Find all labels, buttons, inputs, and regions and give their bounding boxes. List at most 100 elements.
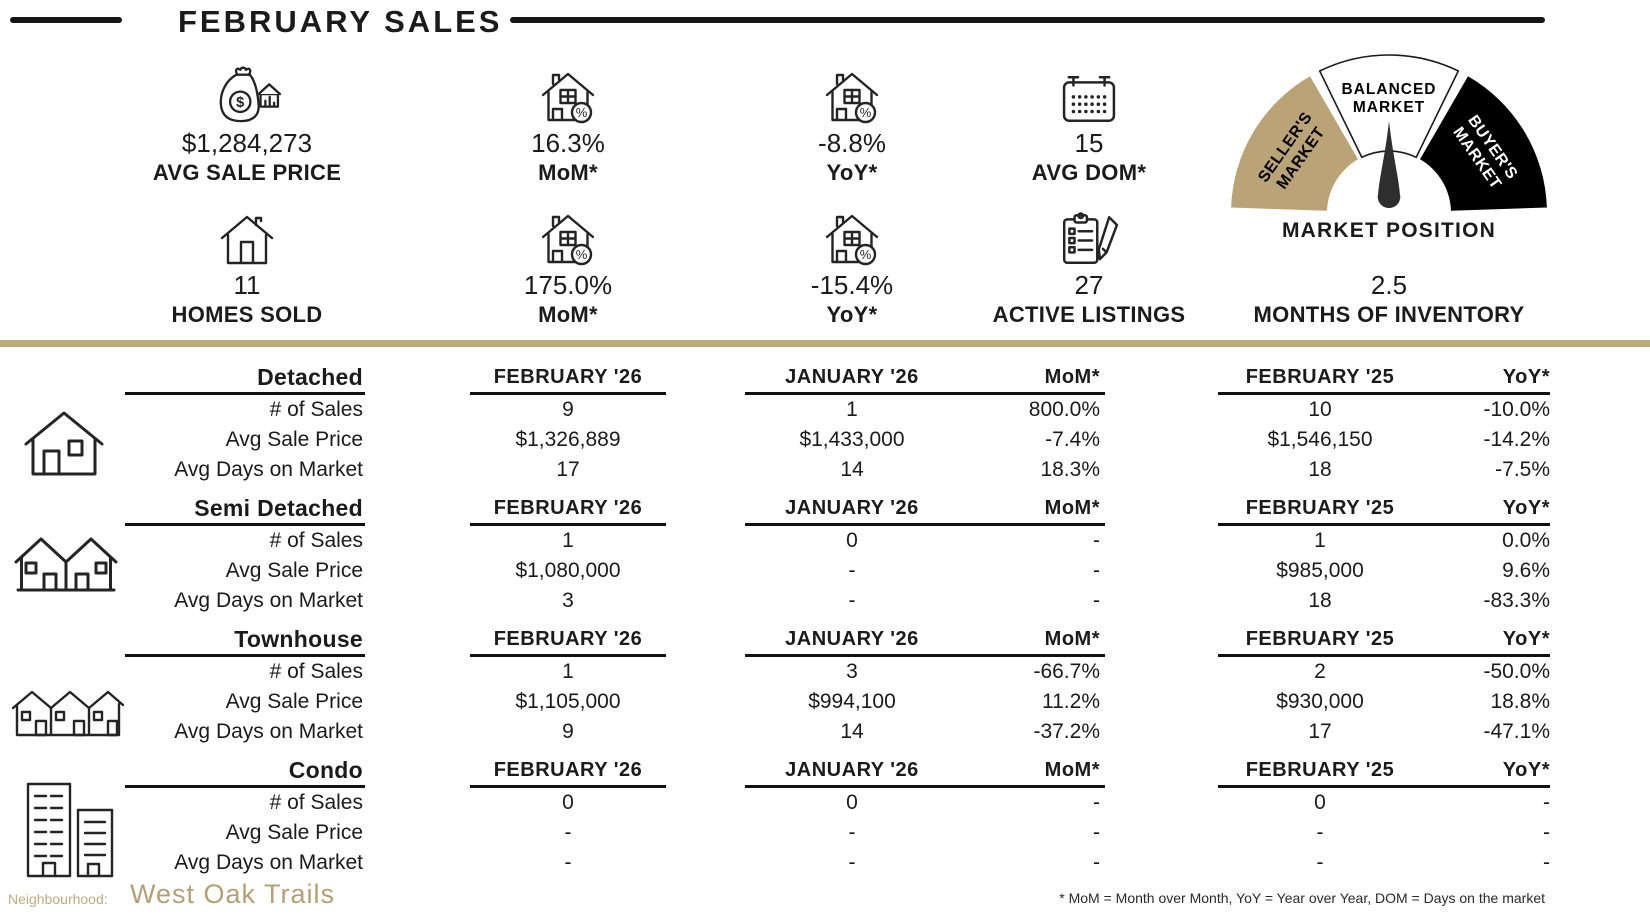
table-row: Avg Sale Price $1,105,000 $994,100 11.2%…: [0, 688, 1650, 716]
title-rule-right: [510, 17, 1545, 23]
balanced-market-segment: [1318, 54, 1460, 159]
value-prev-year: 2: [1314, 660, 1326, 683]
svg-text:%: %: [860, 105, 872, 120]
underline: [470, 523, 666, 526]
value-prev-year: -: [1316, 851, 1324, 874]
row-label: Avg Sale Price: [225, 428, 363, 451]
value-yoy: -10.0%: [1483, 398, 1550, 421]
value-current: 1: [562, 529, 574, 552]
market-position-gauge: BALANCED MARKET SELLER'S MARKET BUYER'S …: [1231, 54, 1547, 211]
value-current: 3: [562, 589, 574, 612]
col-header-prev-year: FEBRUARY '25: [1245, 628, 1395, 650]
gauge-needle: [1377, 121, 1401, 209]
col-header-yoy: YoY*: [1502, 628, 1550, 650]
house-percent-icon: %: [702, 208, 1002, 266]
stat-value: 15: [1074, 128, 1104, 158]
table-row: Avg Days on Market 9 14 -37.2% 17 -47.1%: [0, 718, 1650, 746]
value-current: 9: [562, 720, 574, 743]
stat-avg-sale-price: $ $1,284,273 AVG SALE PRICE: [97, 66, 397, 186]
underline: [125, 523, 365, 526]
stat-label: HOMES SOLD: [171, 302, 323, 327]
col-header-prev-month: JANUARY '26: [785, 628, 919, 650]
value-yoy: -14.2%: [1483, 428, 1550, 451]
value-mom: 18.3%: [1040, 458, 1100, 481]
value-prev-year: $930,000: [1276, 690, 1364, 713]
value-current: -: [564, 821, 572, 844]
stat-yoy-price: % -8.8% YoY*: [702, 66, 1002, 186]
townhouse-icon: [11, 690, 125, 737]
table-row: Avg Days on Market - - - - -: [0, 849, 1650, 877]
row-label: # of Sales: [269, 529, 363, 552]
table-row: # of Sales 9 1 800.0% 10 -10.0%: [0, 396, 1650, 424]
group-header-row: Semi Detached FEBRUARY '26 JANUARY '26 M…: [0, 494, 1650, 522]
table-row: Avg Sale Price $1,326,889 $1,433,000 -7.…: [0, 426, 1650, 454]
value-yoy: -: [1543, 791, 1550, 814]
stat-label: MoM*: [538, 160, 598, 185]
value-prev-month: 14: [840, 458, 864, 481]
underline: [125, 785, 365, 788]
underline: [125, 654, 365, 657]
stat-months-of-inventory: 2.5 MONTHS OF INVENTORY: [1219, 266, 1559, 328]
value-current: $1,105,000: [515, 690, 621, 713]
value-prev-month: $994,100: [808, 690, 896, 713]
balanced-label-line2: MARKET: [1353, 99, 1425, 116]
col-header-current: FEBRUARY '26: [493, 628, 643, 650]
value-current: $1,326,889: [515, 428, 621, 451]
group-header-row: Townhouse FEBRUARY '26 JANUARY '26 MoM* …: [0, 625, 1650, 653]
row-label: Avg Days on Market: [174, 851, 363, 874]
stat-label: AVG DOM*: [1031, 160, 1147, 185]
group-name: Townhouse: [234, 626, 363, 652]
group-header-row: Condo FEBRUARY '26 JANUARY '26 MoM* FEBR…: [0, 756, 1650, 784]
table-row: Avg Days on Market 3 - - 18 -83.3%: [0, 587, 1650, 615]
underline: [745, 523, 1105, 526]
table-group-detached: Detached FEBRUARY '26 JANUARY '26 MoM* F…: [0, 363, 1650, 489]
svg-text:%: %: [576, 247, 588, 262]
table-row: # of Sales 0 0 - 0 -: [0, 789, 1650, 817]
col-header-prev-month: JANUARY '26: [785, 497, 919, 519]
value-prev-month: 14: [840, 720, 864, 743]
value-current: 1: [562, 660, 574, 683]
underline: [745, 392, 1105, 395]
value-mom: -: [1093, 589, 1100, 612]
col-header-mom: MoM*: [1044, 366, 1100, 388]
money-bag-house-icon: $: [97, 66, 397, 124]
value-prev-year: 18: [1308, 589, 1332, 612]
stat-value: -15.4%: [810, 270, 894, 300]
col-header-current: FEBRUARY '26: [493, 366, 643, 388]
value-prev-year: 0: [1314, 791, 1326, 814]
row-label: Avg Days on Market: [174, 458, 363, 481]
col-header-yoy: YoY*: [1502, 366, 1550, 388]
col-header-yoy: YoY*: [1502, 759, 1550, 781]
buyers-market-segment: [1420, 76, 1547, 211]
row-label: Avg Days on Market: [174, 720, 363, 743]
semi-detached-icon: [14, 537, 118, 592]
value-yoy: 18.8%: [1490, 690, 1550, 713]
neighbourhood-value: West Oak Trails: [130, 879, 336, 909]
house-icon: [97, 208, 397, 266]
stat-value: 175.0%: [523, 270, 613, 300]
value-prev-month: -: [848, 821, 856, 844]
house-percent-icon: %: [702, 66, 1002, 124]
stat-label: MoM*: [538, 302, 598, 327]
value-current: -: [564, 851, 572, 874]
calendar-icon: [939, 66, 1239, 124]
stat-avg-dom: 15 AVG DOM*: [939, 66, 1239, 186]
value-prev-month: 0: [846, 791, 858, 814]
value-prev-year: $985,000: [1276, 559, 1364, 582]
col-header-prev-year: FEBRUARY '25: [1245, 759, 1395, 781]
value-prev-month: 1: [846, 398, 858, 421]
stat-value: $1,284,273: [181, 128, 313, 158]
value-mom: 800.0%: [1028, 398, 1100, 421]
stat-yoy-sold: % -15.4% YoY*: [702, 208, 1002, 328]
value-prev-month: 0: [846, 529, 858, 552]
value-prev-month: -: [848, 589, 856, 612]
group-name: Detached: [257, 364, 363, 390]
group-name: Semi Detached: [194, 495, 363, 521]
balanced-label-line1: BALANCED: [1342, 81, 1437, 98]
col-header-yoy: YoY*: [1502, 497, 1550, 519]
col-header-prev-year: FEBRUARY '25: [1245, 497, 1395, 519]
value-prev-year: -: [1316, 821, 1324, 844]
underline: [1218, 785, 1550, 788]
stat-label: ACTIVE LISTINGS: [992, 302, 1186, 327]
value-mom: -66.7%: [1033, 660, 1100, 683]
